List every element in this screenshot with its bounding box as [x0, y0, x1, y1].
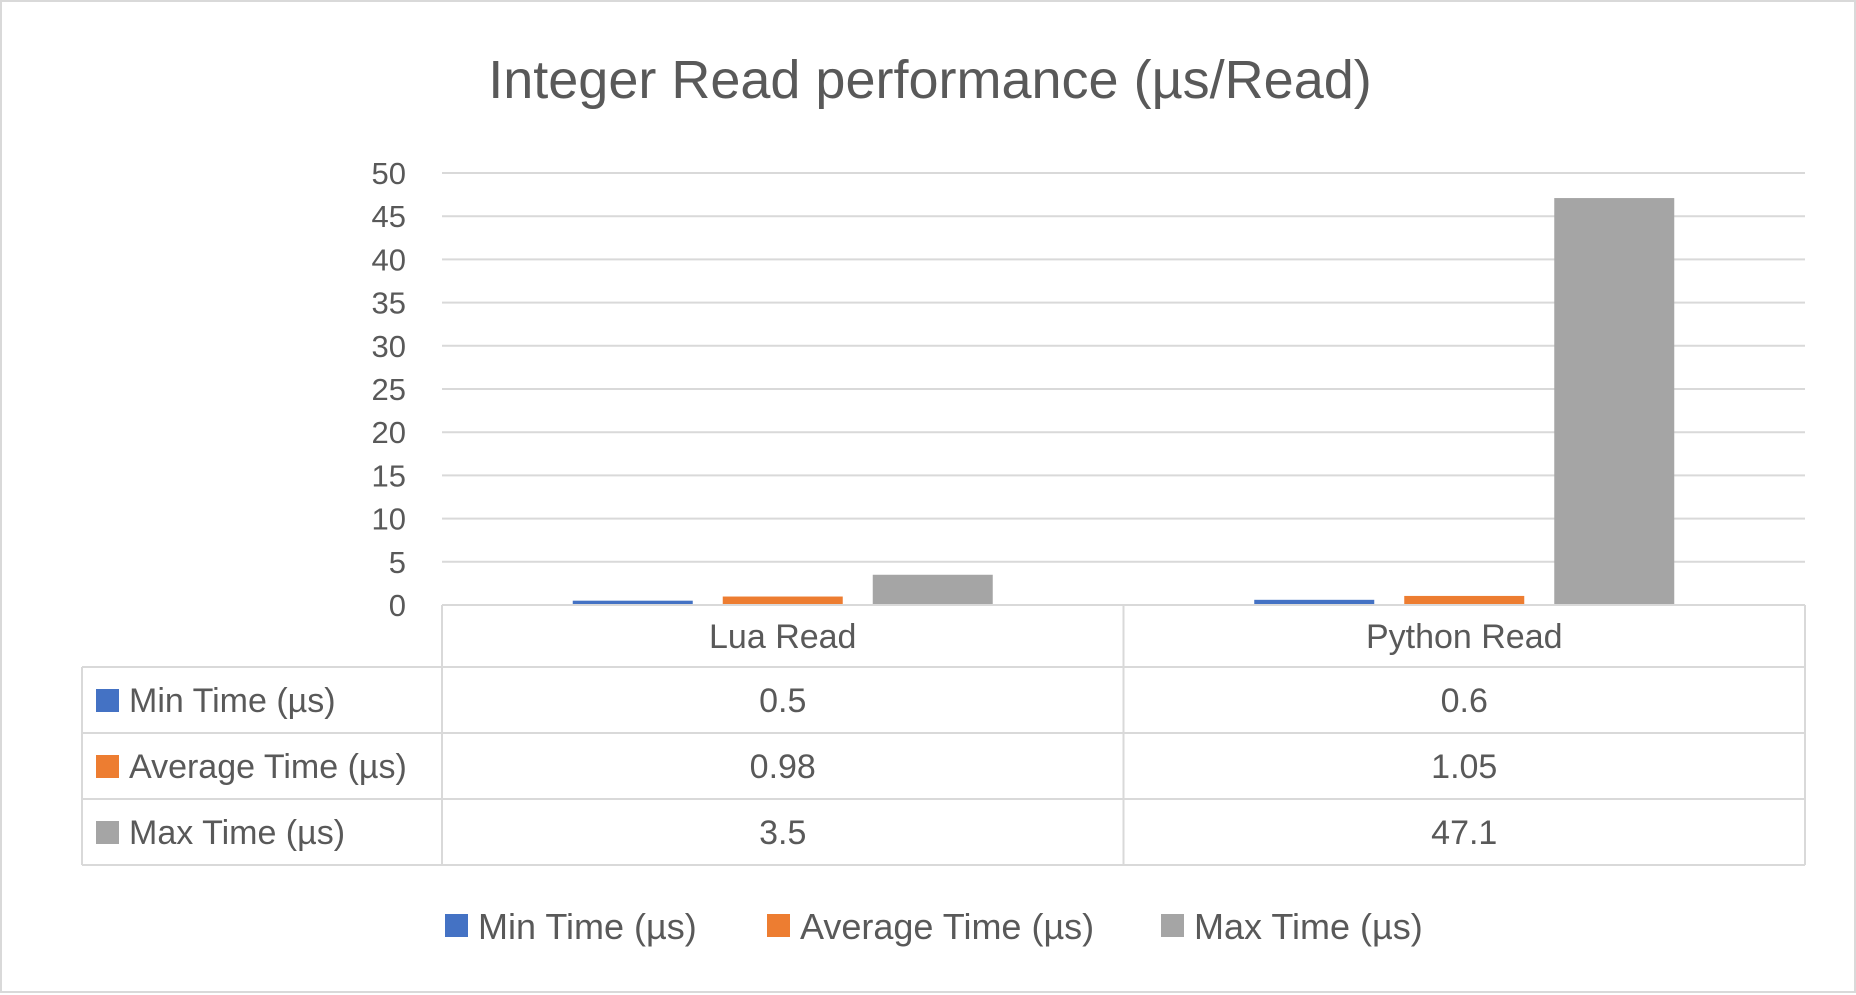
legend-label: Average Time (µs) [800, 906, 1094, 947]
y-axis-tick-labels: 0 5 10 15 20 25 30 35 40 45 50 [372, 156, 406, 623]
bar-lua-average [722, 596, 843, 605]
y-tick-label: 0 [389, 588, 406, 623]
legend: Min Time (µs) Average Time (µs) Max Time (… [445, 906, 1423, 947]
gridlines [442, 172, 1805, 563]
table-row-swatch [96, 821, 119, 844]
bar-lua-max [872, 574, 993, 605]
table-row-swatch [96, 689, 119, 712]
y-tick-label: 50 [372, 156, 406, 191]
table-cell-value: 3.5 [759, 814, 806, 852]
y-tick-label: 45 [372, 199, 406, 234]
y-tick-label: 20 [372, 415, 406, 450]
y-tick-label: 30 [372, 329, 406, 364]
chart-title: Integer Read performance (µs/Read) [488, 50, 1372, 110]
table-row-label: Max Time (µs) [129, 814, 345, 852]
bar-python-min [1254, 599, 1375, 605]
table-cell-value: 0.6 [1441, 682, 1488, 720]
category-label: Lua Read [709, 618, 856, 656]
table-cell-value: 47.1 [1431, 814, 1497, 852]
category-label: Python Read [1366, 618, 1563, 656]
table-row-label: Min Time (µs) [129, 682, 336, 720]
y-tick-label: 40 [372, 242, 406, 277]
y-tick-label: 5 [389, 545, 406, 580]
y-tick-label: 35 [372, 286, 406, 321]
table-row-swatch [96, 755, 119, 778]
bar-python-max [1554, 198, 1675, 605]
legend-label: Min Time (µs) [478, 906, 697, 947]
table-cell-value: 0.98 [750, 748, 816, 786]
y-tick-label: 25 [372, 372, 406, 407]
bar-python-average [1404, 595, 1525, 605]
y-tick-label: 15 [372, 458, 406, 493]
table-cell-value: 0.5 [759, 682, 806, 720]
table-cell-value: 1.05 [1431, 748, 1497, 786]
legend-label: Max Time (µs) [1194, 906, 1423, 947]
legend-swatch [1161, 914, 1184, 937]
legend-swatch [767, 914, 790, 937]
table-row-label: Average Time (µs) [129, 748, 407, 786]
bar-lua-min [572, 600, 693, 605]
data-table: Lua Read Python Read Min Time (µs) 0.5 0.6 Av… [81, 604, 1806, 866]
bars [572, 198, 1675, 605]
legend-swatch [445, 914, 468, 937]
y-tick-label: 10 [372, 502, 406, 537]
